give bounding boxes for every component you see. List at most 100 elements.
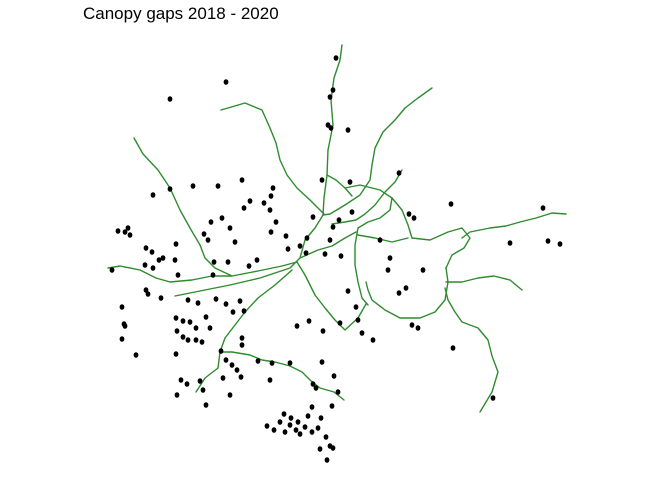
canopy-gap [185,337,191,343]
canopy-gap [268,229,274,235]
canopy-gap [173,315,179,321]
canopy-gap [353,304,359,310]
canopy-gap [167,96,173,102]
path-central-spur [299,231,357,259]
canopy-gap [237,298,243,304]
canopy-gap [211,259,217,265]
canopy-gap [174,392,180,398]
canopy-gap [264,423,270,429]
canopy-gap [160,255,166,261]
path-east-southeast [445,275,523,291]
canopy-gap [199,339,205,345]
canopy-gap [267,377,273,383]
canopy-gap [337,320,343,326]
canopy-gap [271,427,277,433]
path-west-upper [133,137,298,277]
canopy-gap [127,232,133,238]
canopy-gap [318,415,324,421]
canopy-gap [225,259,231,265]
canopy-gap [295,419,301,425]
path-northeast-b [331,169,403,225]
canopy-gap [270,185,276,191]
canopy-gap [227,392,233,398]
canopy-gap [193,325,199,331]
canopy-gap [232,239,238,245]
canopy-gap [396,290,402,296]
canopy-gap [119,336,125,342]
canopy-gap [545,238,551,244]
canopy-gap [109,267,115,273]
path-junction-loop [344,184,393,306]
canopy-gap [313,385,319,391]
canopy-gap [303,250,309,256]
path-west [107,265,233,283]
canopy-gap [180,318,186,324]
canopy-gap [125,225,131,231]
canopy-gap [187,319,193,325]
canopy-gap [297,431,303,437]
path-north-spur [326,174,353,197]
canopy-gap [227,225,233,231]
canopy-gap [319,359,325,365]
path-network [107,44,567,413]
canopy-gap [234,367,240,373]
canopy-gap [273,219,279,225]
canopy-gap [345,288,351,294]
canopy-gap [349,209,355,215]
canopy-gap [310,214,316,220]
path-south [219,351,345,401]
canopy-gap [330,224,336,230]
canopy-gap [241,308,247,314]
canopy-gap [203,402,209,408]
canopy-gap [355,317,361,323]
canopy-gap [403,285,409,291]
canopy-gap [201,231,207,237]
canopy-gap [409,322,415,328]
canopy-gap [150,192,156,198]
canopy-gap [306,318,312,324]
canopy-gap [335,389,341,395]
canopy-gap [315,425,321,431]
canopy-gap [370,337,376,343]
canopy-gap [215,183,221,189]
canopy-gap [195,300,201,306]
path-northwest [220,102,325,215]
canopy-gap [174,328,180,334]
canopy-gap [327,94,333,100]
canopy-gap [239,342,245,348]
canopy-gap [142,262,148,268]
canopy-gap [193,337,199,343]
canopy-gap [490,395,496,401]
canopy-gap [294,323,300,329]
canopy-gap [310,381,316,387]
canopy-gap [287,360,293,366]
canopy-gap [319,177,325,183]
canopy-gap [324,457,330,463]
canopy-gap [220,375,226,381]
canopy-gap [347,179,353,185]
canopy-gap [282,429,288,435]
canopy-gap [448,201,454,207]
path-southeast [444,287,499,413]
canopy-gap [119,304,125,310]
canopy-gap [133,352,139,358]
canopy-gap [229,362,235,368]
canopy-gap [305,413,311,419]
canopy-gap [297,243,303,249]
canopy-gap [223,79,229,85]
canopy-gap [205,237,211,243]
canopy-gap [246,263,252,269]
canopy-gap [180,334,186,340]
canopy-gap [238,374,244,380]
canopy-gap [330,87,336,93]
path-north [322,44,343,216]
canopy-gap [336,217,342,223]
canopy-gap [330,445,336,451]
path-central-west [174,214,324,297]
canopy-gap [203,314,209,320]
canopy-gap [223,301,229,307]
canopy-gap [333,55,339,61]
canopy-gap [173,351,179,357]
canopy-gap [507,240,513,246]
